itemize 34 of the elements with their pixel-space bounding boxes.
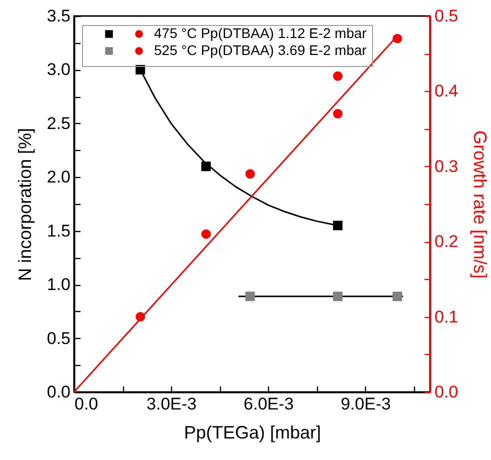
y-axis-title: N incorporation [%] (14, 128, 35, 282)
y-tick-label: 1.5 (46, 221, 70, 240)
y-tick-label: 2.5 (46, 114, 70, 133)
y2-tick-label: 0.4 (434, 82, 458, 101)
y2-tick-label: 0.0 (434, 382, 458, 402)
x-tick-label: 9.0E-3 (340, 394, 391, 414)
point (201, 229, 211, 239)
x-tick-label: 6.0E-3 (244, 394, 294, 414)
point (136, 312, 146, 322)
y2-axis-title: Growth rate [nm/s] (470, 130, 490, 279)
legend-label: 475 °C Pp(DTBAA) 1.12 E-2 mbar (154, 25, 367, 41)
y-tick-label: 0.0 (46, 382, 70, 402)
y-tick-label: 1.0 (46, 275, 70, 294)
point (333, 292, 343, 302)
point (333, 109, 343, 118)
x-tick-label: 3.0E-3 (146, 394, 197, 414)
point (245, 292, 255, 302)
y-tick-label: 0.5 (46, 328, 70, 348)
y-tick-label: 3.0 (46, 60, 70, 80)
point (333, 71, 343, 81)
y2-tick-label: 0.1 (434, 307, 458, 326)
x-axis-title: Pp(TEGa) [mbar] (184, 422, 322, 442)
point (201, 162, 211, 172)
x-tick-label: 0.0 (74, 394, 98, 414)
point (392, 292, 402, 302)
point (245, 169, 255, 179)
point (333, 220, 343, 230)
y2-tick-label: 0.3 (434, 156, 458, 176)
y-tick-label: 2.0 (46, 168, 70, 187)
y-tick-label: 3.5 (46, 6, 70, 26)
y2-tick-label: 0.2 (434, 232, 458, 252)
legend-label: 525 °C Pp(DTBAA) 3.69 E-2 mbar (154, 42, 367, 58)
y2-tick-label: 0.5 (434, 6, 458, 26)
point (392, 34, 402, 44)
